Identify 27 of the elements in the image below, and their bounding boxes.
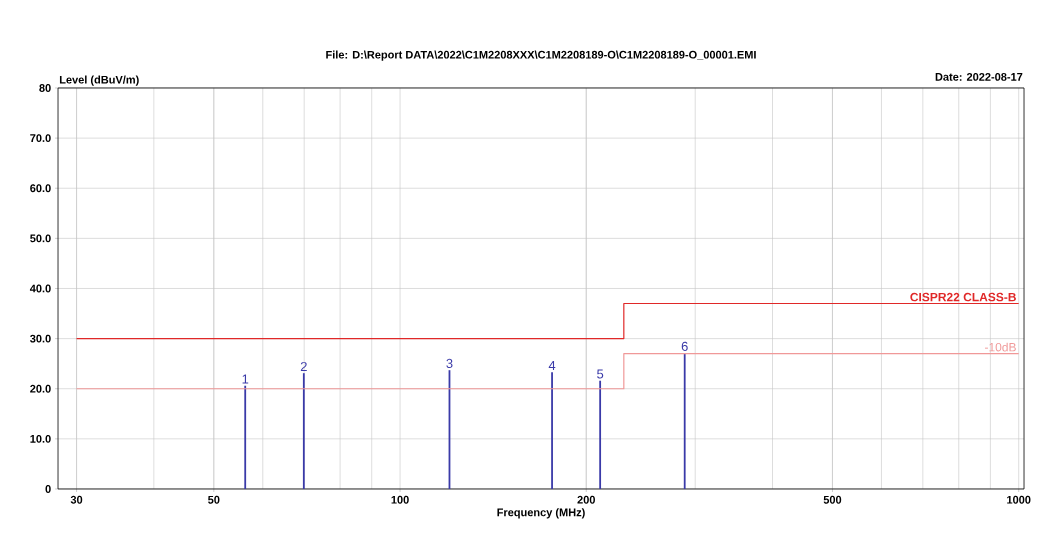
- annotation: 3: [446, 358, 453, 368]
- y-tick-label: 50.0: [30, 234, 51, 243]
- x-tick-label: 100: [391, 495, 409, 504]
- y-tick-label: 30.0: [30, 334, 51, 343]
- annotation: 5: [597, 369, 604, 379]
- series-label: -10dB: [985, 342, 1016, 352]
- annotation: 6: [681, 341, 688, 351]
- series-label: CISPR22 CLASS-B: [910, 292, 1016, 302]
- y-tick-label: 60.0: [30, 184, 51, 193]
- x-tick-label: 1000: [1007, 495, 1031, 504]
- x-tick-label: 500: [823, 495, 842, 504]
- y-tick-label: 80: [39, 84, 51, 92]
- x-axis-title: Frequency (MHz): [497, 508, 585, 519]
- annotation: 4: [548, 361, 556, 370]
- annotation: 2: [300, 361, 307, 371]
- x-tick-label: 30: [70, 495, 83, 504]
- y-tick-label: 20.0: [30, 384, 51, 393]
- y-tick-label: 0: [45, 485, 51, 493]
- annotation: 1: [242, 374, 249, 384]
- y-axis-title: Level (dBuV/m): [59, 75, 139, 86]
- y-tick-label: 70.0: [30, 134, 51, 143]
- text: Date: 2022-08-17: [935, 72, 1023, 81]
- x-tick-label: 50: [208, 495, 220, 504]
- y-tick-label: 40.0: [29, 284, 51, 293]
- chart-title: File: D:\Report DATA\2022\C1M2208XXX\C1M2208189-O\C1M2208189-O_00001.EMI: [326, 50, 756, 61]
- y-tick-label: 10.0: [30, 434, 51, 443]
- x-tick-label: 200: [577, 495, 595, 504]
